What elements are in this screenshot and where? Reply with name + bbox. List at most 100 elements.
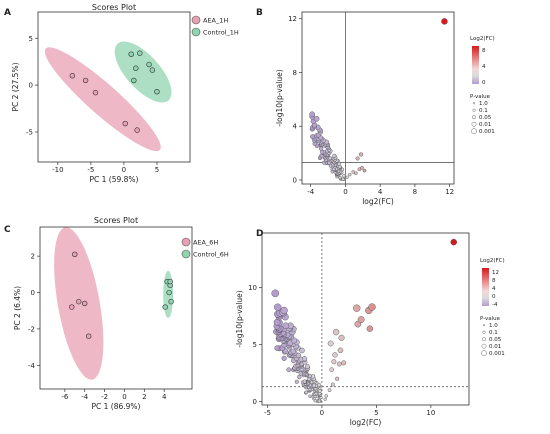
size-legend-label: 0.1	[489, 330, 498, 336]
x-tick-label: 5	[374, 409, 378, 417]
volcano-point	[302, 379, 307, 384]
data-point-s2	[149, 67, 156, 73]
plot-frame	[37, 11, 191, 163]
x-tick-label: 0	[320, 409, 324, 417]
y-axis-label: PC 2 (6.4%)	[13, 286, 22, 330]
volcano-point	[331, 359, 337, 365]
volcano-point	[338, 175, 342, 180]
y-axis-label: -log10(p-value)	[275, 69, 284, 126]
data-point-s1	[92, 89, 99, 96]
volcano-point	[355, 156, 360, 161]
color-legend-tick: 4	[492, 286, 496, 292]
chart-title: Scores Plot	[94, 216, 138, 225]
y-tick-label: 5	[29, 35, 33, 43]
plot-frame	[261, 232, 470, 406]
y-tick-label: 10	[248, 284, 257, 292]
volcano-point	[341, 360, 347, 366]
plot-frame	[301, 11, 455, 185]
volcano-point	[362, 168, 367, 173]
y-tick-label: 0	[293, 176, 297, 184]
size-legend-label: 0.05	[479, 115, 492, 121]
color-legend-bar	[482, 268, 489, 306]
color-legend-tick: 4	[482, 64, 486, 70]
x-tick-label: -5	[264, 409, 271, 417]
color-legend-tick: 8	[492, 278, 496, 284]
confidence-ellipse-2	[114, 41, 172, 103]
volcano-point	[353, 304, 361, 312]
volcano-point	[286, 367, 292, 373]
size-legend-swatch	[472, 108, 476, 112]
panel-label: A	[4, 8, 11, 18]
volcano-point	[332, 328, 340, 336]
data-point-s2	[154, 88, 160, 95]
data-point-s2	[128, 51, 134, 57]
data-point-s1	[72, 251, 78, 258]
size-legend-title: P-value	[470, 94, 491, 100]
volcano-point	[329, 367, 335, 373]
size-legend-label: 0.05	[489, 337, 502, 343]
data-point-s2	[167, 278, 173, 285]
color-legend-tick: 0	[492, 294, 496, 300]
size-legend-label: 0.01	[489, 344, 501, 350]
volcano-point	[302, 356, 308, 362]
volcano-point	[305, 364, 310, 369]
volcano-point	[357, 316, 365, 323]
volcano-point	[366, 325, 374, 332]
y-axis-label: PC 2 (27.5%)	[11, 62, 20, 111]
color-legend-tick: -4	[492, 302, 498, 308]
data-point-s1	[134, 127, 140, 133]
legend-label: Control_1H	[203, 28, 239, 36]
size-legend-label: 0.1	[479, 108, 488, 114]
size-legend-swatch	[471, 128, 477, 135]
volcano-outlier	[441, 18, 448, 25]
data-point-s1	[69, 304, 75, 310]
x-tick-label: -4	[81, 393, 89, 401]
panel-label: B	[256, 8, 263, 18]
size-legend-label: 0.001	[479, 129, 495, 135]
size-legend-swatch	[482, 324, 486, 327]
y-tick-label: -5	[26, 129, 33, 137]
legend-swatch	[191, 27, 201, 37]
x-tick-label: 12	[445, 188, 454, 196]
volcano-point	[310, 374, 316, 379]
size-legend-swatch	[472, 102, 476, 105]
data-point-s1	[85, 333, 92, 339]
y-tick-label: 8	[293, 69, 297, 77]
y-tick-label: 0	[29, 82, 33, 90]
volcano-point	[335, 376, 340, 381]
legend-label: AEA_1H	[203, 16, 228, 24]
color-legend-title: Log2(FC)	[480, 258, 505, 264]
volcano-point	[358, 152, 364, 157]
volcano-point	[327, 388, 332, 393]
size-legend-swatch	[481, 350, 487, 357]
volcano-point	[332, 153, 337, 158]
size-legend-title: P-value	[480, 316, 501, 322]
volcano-point	[354, 320, 362, 328]
volcano-point	[309, 111, 316, 118]
data-point-s1	[122, 120, 128, 127]
x-tick-label: 2	[142, 393, 146, 401]
data-point-s2	[168, 298, 174, 305]
x-tick-label: 0	[343, 188, 347, 196]
color-legend-title: Log2(FC)	[470, 36, 495, 42]
volcano-point	[330, 382, 335, 387]
legend-swatch	[191, 15, 201, 25]
confidence-ellipse-1	[44, 47, 161, 152]
volcano-point	[338, 334, 345, 341]
size-legend-swatch	[472, 115, 476, 120]
plot-frame	[39, 226, 193, 390]
volcano-point	[327, 340, 334, 347]
volcano-point	[318, 146, 324, 151]
volcano-point	[317, 389, 322, 393]
volcano-point	[299, 347, 305, 354]
x-tick-label: 0	[122, 393, 126, 401]
y-axis-label: -log10(p-value)	[235, 290, 244, 347]
volcano-point	[341, 177, 345, 181]
volcano-point	[342, 174, 346, 178]
volcano-point	[348, 172, 352, 177]
x-tick-label: 10	[426, 409, 435, 417]
legend-swatch	[181, 237, 191, 247]
data-point-s2	[133, 65, 139, 71]
chart-title: Scores Plot	[92, 3, 136, 12]
